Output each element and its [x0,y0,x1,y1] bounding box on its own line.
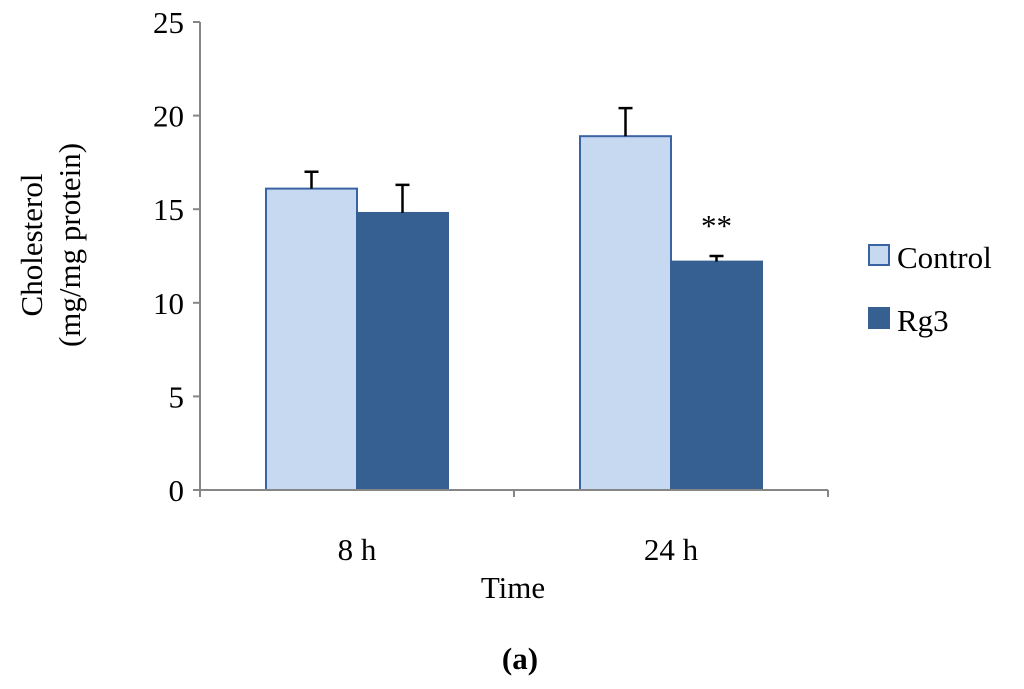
bar-control-24-h [579,135,672,492]
panel-label: (a) [502,641,538,676]
y-tick-label: 15 [153,192,184,227]
legend-label-control: Control [897,240,992,275]
y-tick-label: 5 [169,379,185,414]
legend: Control Rg3 [868,240,992,338]
x-tick-label-24-h: 24 h [644,532,699,567]
legend-label-rg3: Rg3 [897,303,949,338]
bar-rg3-24-h [670,260,763,491]
legend-swatch-rg3 [868,307,890,329]
bar-control-8-h [265,187,358,491]
y-tick-label: 20 [153,99,184,134]
significance-marker: ** [701,208,732,243]
y-tick-label: 25 [153,5,184,40]
bar-rg3-8-h [356,211,449,491]
x-ticks-layer: 8 h 24 h [199,490,829,567]
y-ticks-layer: 0 5 10 15 20 25 [153,5,200,508]
bars-layer [265,135,763,492]
y-tick-label: 0 [169,473,185,508]
legend-swatch-control [868,244,890,266]
y-axis-title-line-2: (mg/mg protein) [52,143,87,347]
x-axis-title: Time [481,570,545,605]
error-bars-layer [304,106,724,262]
significance-layer: ** [701,208,732,243]
y-axis-title-line-1: Cholesterol [14,174,49,317]
y-tick-label: 10 [153,286,184,321]
x-tick-label-8-h: 8 h [338,532,377,567]
